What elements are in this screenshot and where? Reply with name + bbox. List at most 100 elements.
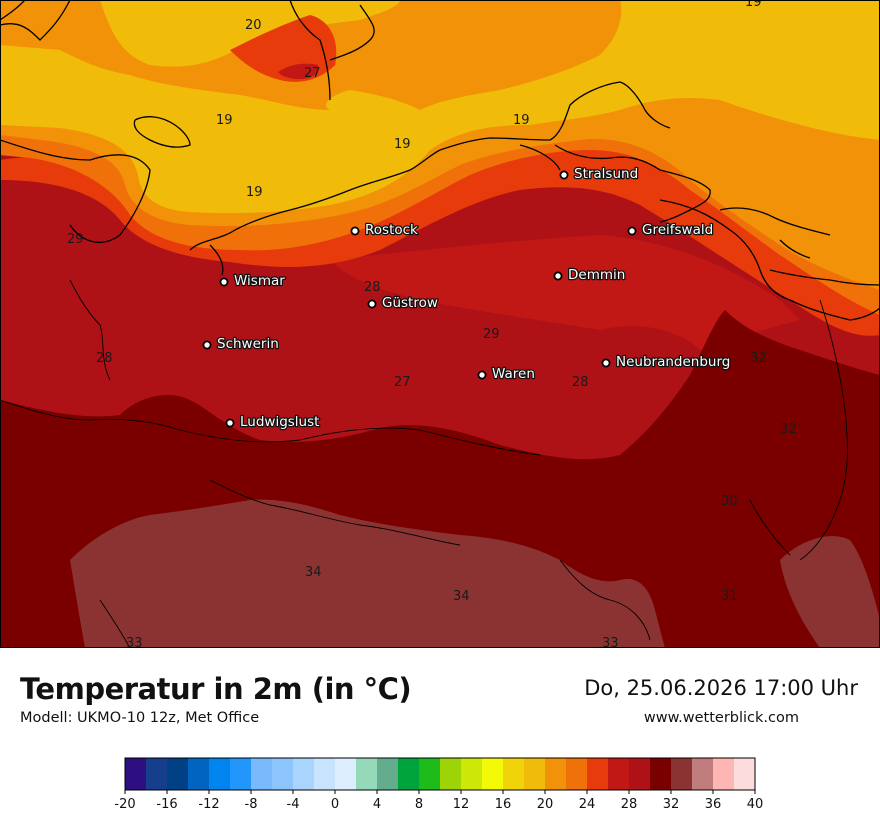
isotherm-label: 29: [483, 327, 500, 342]
scale-tick-label: 36: [705, 797, 722, 812]
isotherm-label: 32: [750, 351, 767, 366]
city-waren[interactable]: Waren: [477, 365, 536, 383]
color-swatch: [251, 758, 273, 790]
city-ludwigslust[interactable]: Ludwigslust: [225, 413, 321, 431]
city-label-neubrandenburg: Neubrandenburg: [616, 354, 730, 370]
website-link[interactable]: www.wetterblick.com: [643, 710, 799, 726]
color-swatch: [314, 758, 336, 790]
color-swatch: [524, 758, 546, 790]
isotherm-label: 28: [572, 375, 589, 390]
scale-tick-label: 20: [537, 797, 554, 812]
scale-tick-label: -12: [198, 797, 219, 812]
city-label-stralsund: Stralsund: [574, 166, 638, 182]
color-swatch: [692, 758, 714, 790]
color-swatch: [335, 758, 357, 790]
color-swatch: [608, 758, 630, 790]
scale-tick-label: 24: [579, 797, 596, 812]
color-swatch: [188, 758, 210, 790]
city-label-greifswald: Greifswald: [642, 222, 713, 238]
city-stralsund[interactable]: Stralsund: [559, 165, 639, 183]
city-rostock[interactable]: Rostock: [350, 221, 419, 239]
isotherm-label: 31: [721, 589, 738, 604]
city-label-rostock: Rostock: [365, 222, 418, 238]
coastlines: [0, 0, 880, 321]
isotherm-label: 27: [304, 66, 321, 81]
city-demmin[interactable]: Demmin: [553, 266, 627, 284]
color-swatch: [650, 758, 672, 790]
color-swatch: [377, 758, 399, 790]
color-swatch: [209, 758, 231, 790]
color-scale-ticks: -20 -16 -12 -8 -4 0 4 8 12 16 20 24 28 32 36 40: [114, 790, 763, 812]
color-swatch: [293, 758, 315, 790]
color-swatch: [734, 758, 756, 790]
color-swatch: [629, 758, 651, 790]
scale-tick-label: -20: [114, 797, 135, 812]
isotherm-label: 19: [246, 185, 263, 200]
color-swatch: [503, 758, 525, 790]
city-wismar[interactable]: Wismar: [219, 272, 287, 290]
color-swatch: [167, 758, 189, 790]
scale-tick-label: 40: [747, 797, 764, 812]
scale-tick-label: 12: [453, 797, 470, 812]
city-schwerin[interactable]: Schwerin: [202, 335, 280, 353]
city-label-wismar: Wismar: [234, 273, 285, 289]
color-swatch: [272, 758, 294, 790]
forecast-datetime: Do, 25.06.2026 17:00 Uhr: [584, 676, 858, 700]
color-swatch: [482, 758, 504, 790]
isotherm-label: 28: [364, 280, 381, 295]
scale-tick-label: 32: [663, 797, 680, 812]
isotherm-label: 33: [126, 636, 143, 648]
color-scale-legend: -20 -16 -12 -8 -4 0 4 8 12 16 20 24 28 32 36 40: [114, 757, 763, 812]
color-swatch: [125, 758, 147, 790]
isotherm-label: 29: [67, 232, 84, 247]
color-swatch: [713, 758, 735, 790]
hot-spot-north-core: [278, 63, 319, 80]
isotherm-label: 33: [602, 636, 619, 648]
isotherm-label: 27: [394, 375, 411, 390]
color-swatch: [671, 758, 693, 790]
scale-tick-label: 28: [621, 797, 638, 812]
band-26: [330, 235, 800, 350]
city-label-guestrow: Güstrow: [382, 295, 438, 311]
city-label-schwerin: Schwerin: [217, 336, 279, 352]
city-label-demmin: Demmin: [568, 267, 625, 283]
isotherm-label: 32: [780, 422, 797, 437]
color-swatch: [230, 758, 252, 790]
scale-tick-label: 4: [373, 797, 381, 812]
color-swatch: [146, 758, 168, 790]
city-label-ludwigslust: Ludwigslust: [240, 414, 319, 430]
isotherm-labels: 19 20 27 19 19 19 19 29 28 29 27 28 28 3…: [67, 0, 797, 648]
color-swatch: [587, 758, 609, 790]
isotherm-label: 34: [453, 589, 470, 604]
map-footer: Temperatur in 2m (in °C) Modell: UKMO-10…: [0, 648, 880, 830]
band-24: [0, 121, 880, 336]
city-guestrow[interactable]: Güstrow: [367, 294, 439, 312]
band-32-east: [780, 536, 880, 648]
city-label-waren: Waren: [492, 366, 535, 382]
scale-tick-label: -16: [156, 797, 177, 812]
isotherm-label: 19: [216, 113, 233, 128]
map-title: Temperatur in 2m (in °C): [20, 672, 412, 706]
city-greifswald[interactable]: Greifswald: [627, 221, 715, 239]
isotherm-label: 30: [721, 494, 738, 509]
city-markers: Stralsund Rostock Greifswald Wismar Demm…: [202, 165, 732, 431]
band-32: [70, 499, 665, 648]
city-neubrandenburg[interactable]: Neubrandenburg: [601, 353, 732, 371]
scale-tick-label: -4: [287, 797, 300, 812]
isotherm-label: 19: [513, 113, 530, 128]
model-info: Modell: UKMO-10 12z, Met Office: [20, 710, 260, 726]
color-swatch: [440, 758, 462, 790]
scale-tick-label: 0: [331, 797, 339, 812]
temperature-map[interactable]: Stralsund Rostock Greifswald Wismar Demm…: [0, 0, 880, 648]
color-swatch: [545, 758, 567, 790]
borders: [0, 279, 848, 648]
color-swatch: [566, 758, 588, 790]
scale-tick-label: 16: [495, 797, 512, 812]
color-scale-frame: [124, 757, 756, 791]
color-swatch: [461, 758, 483, 790]
isotherm-label: 34: [305, 565, 322, 580]
scale-tick-label: -8: [245, 797, 258, 812]
isotherm-label: 28: [96, 351, 113, 366]
color-swatch: [419, 758, 441, 790]
isotherm-label: 20: [245, 18, 262, 33]
